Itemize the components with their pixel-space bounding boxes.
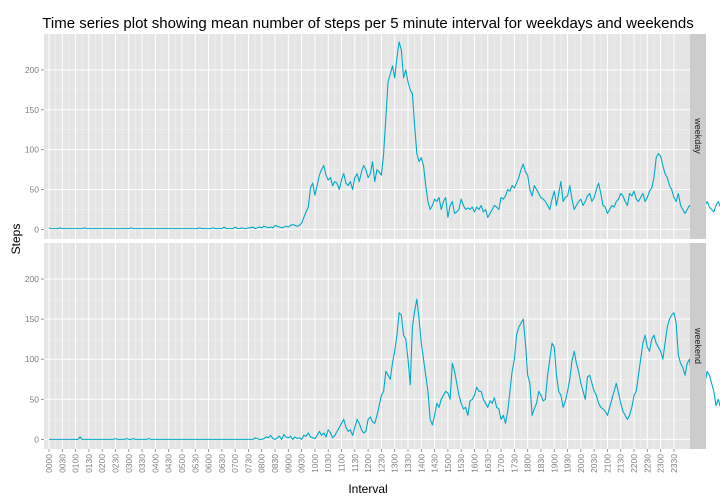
strip-weekday-label: weekday <box>693 117 703 154</box>
x-tick-labels: 0000 0030 0100 0130 0200 0230 0300 0330 0400 0430… <box>44 449 679 473</box>
x-tick-label: 0700 <box>230 454 240 473</box>
y-tick-label: 0 <box>34 224 39 234</box>
panel-background <box>44 243 690 449</box>
x-tick-label: 1430 <box>430 454 440 473</box>
x-tick-label: 2300 <box>656 454 666 473</box>
y-tick-label: 200 <box>25 274 39 284</box>
x-tick-label: 1830 <box>536 454 546 473</box>
series-line-weekday <box>48 41 720 230</box>
y-tick-label: 150 <box>25 314 39 324</box>
x-tick-label: 2130 <box>616 454 626 473</box>
x-tick-label: 2330 <box>669 454 679 473</box>
x-tick-label: 0130 <box>84 454 94 473</box>
x-tick-label: 0600 <box>204 454 214 473</box>
x-tick-label: 2200 <box>629 454 639 473</box>
strip-weekend-background <box>690 243 706 449</box>
x-axis-title: Interval <box>348 482 387 496</box>
strip-weekend-label: weekend <box>693 327 703 364</box>
x-tick-label: 1300 <box>390 454 400 473</box>
x-tick-label: 1030 <box>323 454 333 473</box>
x-tick-label: 0200 <box>97 454 107 473</box>
x-tick-label: 1530 <box>456 454 466 473</box>
x-tick-label: 1200 <box>363 454 373 473</box>
x-tick-label: 2000 <box>576 454 586 473</box>
x-tick-label: 1000 <box>310 454 320 473</box>
strip-weekday: weekday <box>690 34 706 239</box>
y-tick-labels-weekend: 0 50 100 150 200 <box>25 274 44 444</box>
x-tick-label: 1400 <box>416 454 426 473</box>
x-tick-label: 1230 <box>376 454 386 473</box>
x-tick-label: 1730 <box>509 454 519 473</box>
y-tick-label: 100 <box>25 145 39 155</box>
x-tick-label: 0730 <box>243 454 253 473</box>
x-tick-label: 0830 <box>270 454 280 473</box>
x-tick-label: 0530 <box>190 454 200 473</box>
x-tick-label: 1900 <box>549 454 559 473</box>
chart-title: Time series plot showing mean number of … <box>42 15 693 32</box>
x-tick-label: 0900 <box>283 454 293 473</box>
panel-weekend <box>44 243 720 449</box>
x-tick-label: 0000 <box>44 454 54 473</box>
x-tick-label: 0330 <box>137 454 147 473</box>
x-tick-label: 2230 <box>642 454 652 473</box>
series-line-weekend <box>49 298 720 440</box>
y-tick-label: 0 <box>34 434 39 444</box>
x-tick-label: 0430 <box>164 454 174 473</box>
x-tick-label: 0030 <box>57 454 67 473</box>
x-tick-label: 2030 <box>589 454 599 473</box>
y-axis-title: Steps <box>9 224 23 255</box>
strip-weekend: weekend <box>690 243 706 449</box>
x-tick-label: 0930 <box>297 454 307 473</box>
x-tick-label: 0500 <box>177 454 187 473</box>
x-tick-label: 1500 <box>443 454 453 473</box>
x-tick-label: 0300 <box>124 454 134 473</box>
y-tick-label: 200 <box>25 65 39 75</box>
x-tick-label: 1930 <box>563 454 573 473</box>
x-tick-label: 0630 <box>217 454 227 473</box>
x-tick-label: 0800 <box>257 454 267 473</box>
y-tick-label: 150 <box>25 105 39 115</box>
panel-background <box>44 34 690 239</box>
x-tick-label: 1130 <box>350 454 360 473</box>
strip-weekday-background <box>690 34 706 239</box>
x-tick-label: 2100 <box>602 454 612 473</box>
y-tick-labels-weekday: 0 50 100 150 200 <box>25 65 44 234</box>
x-tick-label: 0230 <box>110 454 120 473</box>
y-tick-label: 100 <box>25 354 39 364</box>
y-tick-label: 50 <box>30 394 40 404</box>
x-tick-label: 1800 <box>523 454 533 473</box>
x-tick-label: 0400 <box>150 454 160 473</box>
x-tick-label: 1600 <box>469 454 479 473</box>
panel-weekday <box>44 34 720 239</box>
y-tick-label: 50 <box>30 185 40 195</box>
x-tick-label: 0100 <box>71 454 81 473</box>
x-tick-label: 1330 <box>403 454 413 473</box>
x-tick-label: 1100 <box>337 454 347 473</box>
x-tick-label: 1700 <box>496 454 506 473</box>
x-tick-label: 1630 <box>483 454 493 473</box>
